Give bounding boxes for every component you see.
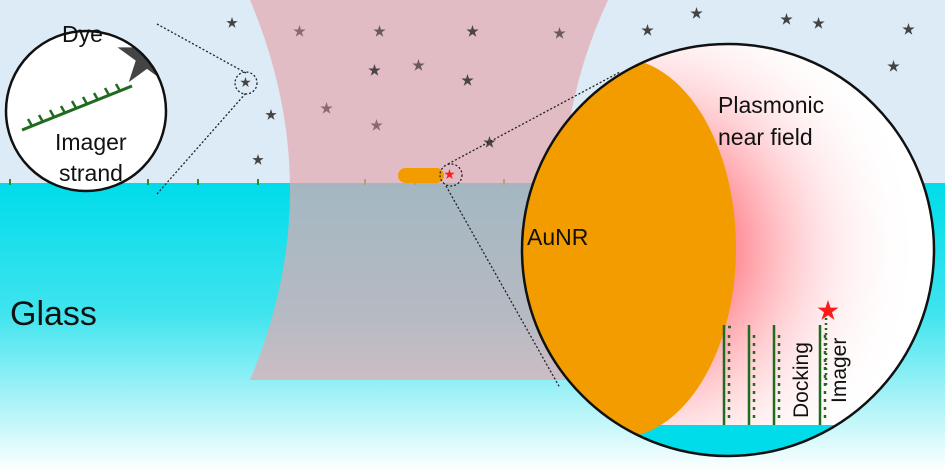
dye-inset [6,31,166,191]
label-imager-strand-2: strand [59,160,123,186]
label-glass: Glass [10,295,97,333]
aunr-body [522,58,736,438]
label-plasmonic: Plasmonic [718,92,824,118]
label-near-field: near field [718,124,813,150]
imager-strand-bases [26,83,122,127]
label-dye: Dye [62,21,103,47]
magnified-view-border [520,42,936,458]
label-imager-strand-1: Imager [55,129,127,155]
zoom-source-circle [439,163,463,187]
imager-strand-backbone [21,84,133,132]
magnified-content [522,44,934,456]
gold-nanorod [398,168,444,183]
excitation-beam [250,0,608,380]
label-docking: Docking [790,342,813,418]
docking-strands-group [722,318,828,425]
zoom-lines [156,23,621,389]
dye-highlight-circle [234,71,258,95]
dye-inset-border [4,29,168,193]
label-aunr: AuNR [527,224,588,250]
label-imager: Imager [828,338,851,403]
